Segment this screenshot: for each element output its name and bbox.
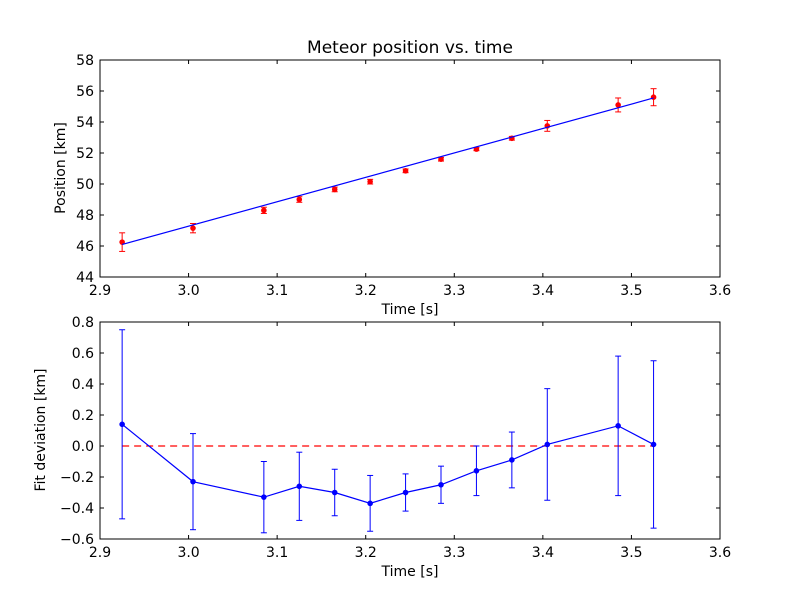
- axis-ticks: 2.9 3.0 3.1 3.2 3.3 3.4 3.5 3.6 −0.6 −0.4 −0.2 0.0 0…: [60, 315, 731, 561]
- deviation-panel: Time [s] Fit deviation [km] 2.9 3.0 3.1 3.2…: [33, 315, 731, 580]
- y-tick-label: −0.4: [60, 501, 94, 517]
- x-tick-label: 3.6: [709, 283, 731, 299]
- data-point: [331, 489, 338, 496]
- y-tick-label: −0.2: [60, 470, 94, 486]
- y-axis-label: Position [km]: [53, 122, 69, 214]
- x-tick-label: 3.0: [177, 545, 199, 561]
- position-panel: Meteor position vs. time Time [s] Positi…: [53, 38, 731, 318]
- plot-frame: [99, 321, 721, 540]
- data-point: [509, 457, 515, 463]
- deviation-marks: [119, 329, 657, 534]
- data-point: [615, 423, 621, 429]
- y-tick-label: 0.2: [72, 408, 94, 424]
- x-axis-label: Time [s]: [381, 302, 439, 318]
- x-tick-label: 3.2: [355, 283, 377, 299]
- x-tick-label: 2.9: [89, 283, 111, 299]
- y-tick-label: 56: [76, 84, 94, 100]
- data-point: [331, 186, 338, 193]
- series-line: [121, 423, 654, 504]
- y-tick-label: 0.4: [72, 377, 94, 393]
- x-tick-label: 3.2: [355, 545, 377, 561]
- data-point: [402, 168, 409, 174]
- data-point: [190, 225, 196, 231]
- x-tick-label: 3.4: [532, 283, 554, 299]
- x-tick-label: 3.5: [620, 283, 642, 299]
- data-point: [261, 207, 267, 214]
- y-tick-label: 44: [76, 270, 94, 286]
- data-point: [296, 196, 303, 203]
- x-tick-label: 3.0: [177, 283, 199, 299]
- x-tick-label: 3.6: [709, 545, 731, 561]
- data-point: [261, 494, 267, 500]
- data-point: [438, 481, 444, 488]
- y-tick-label: 58: [76, 53, 94, 69]
- data-point: [544, 441, 551, 448]
- fit-line: [121, 97, 654, 246]
- axis-ticks: 2.9 3.0 3.1 3.2 3.3 3.4 3.5 3.6 44 46 48 50 52 54 56 58: [76, 53, 731, 299]
- y-tick-label: 0.0: [72, 439, 94, 455]
- data-point: [650, 441, 657, 448]
- data-point: [190, 478, 196, 485]
- data-point: [119, 421, 125, 428]
- y-tick-label: 48: [76, 208, 94, 224]
- x-tick-label: 3.1: [266, 283, 288, 299]
- data-point: [367, 178, 373, 185]
- position-marks: [119, 88, 657, 252]
- y-tick-label: 46: [76, 239, 94, 255]
- data-point: [367, 500, 373, 507]
- y-tick-label: 52: [76, 146, 94, 162]
- y-tick-label: 54: [76, 115, 94, 131]
- data-point: [473, 468, 480, 474]
- x-tick-label: 3.3: [443, 545, 465, 561]
- data-point: [402, 489, 409, 496]
- y-tick-label: 0.6: [72, 346, 94, 362]
- plot-frame: [99, 59, 721, 278]
- x-tick-label: 3.5: [620, 545, 642, 561]
- x-tick-label: 3.4: [532, 545, 554, 561]
- y-tick-label: −0.6: [60, 532, 94, 548]
- x-axis-label: Time [s]: [381, 564, 439, 580]
- chart-title: Meteor position vs. time: [307, 38, 513, 58]
- x-tick-label: 3.1: [266, 545, 288, 561]
- y-tick-label: 50: [76, 177, 94, 193]
- data-point: [296, 483, 303, 490]
- data-point: [615, 102, 621, 108]
- x-tick-label: 3.3: [443, 283, 465, 299]
- x-tick-label: 2.9: [89, 545, 111, 561]
- y-tick-label: 0.8: [72, 315, 94, 331]
- y-axis-label: Fit deviation [km]: [33, 368, 49, 491]
